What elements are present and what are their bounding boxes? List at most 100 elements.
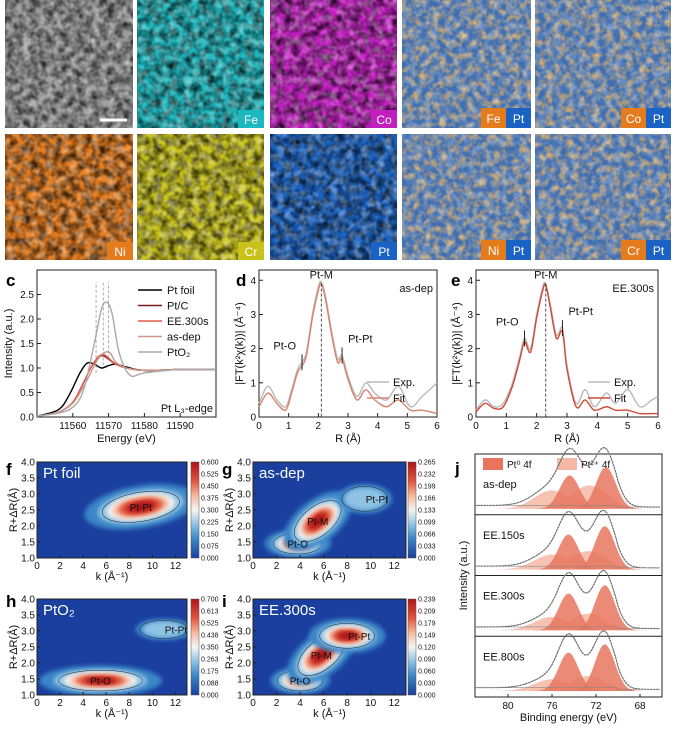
colorbar-label: 0.175 xyxy=(201,669,219,676)
x-tick-label: 0 xyxy=(34,561,40,572)
y-axis-label: |FT(k²χ(k))| (Å⁻⁴) xyxy=(233,302,246,385)
map-cr-highlights xyxy=(137,134,264,260)
map-fe-highlights xyxy=(137,0,264,128)
map-ni: Ni xyxy=(5,134,133,260)
background xyxy=(475,626,660,629)
colorbar-label: 0.099 xyxy=(418,520,436,527)
x-tick-label: 0 xyxy=(34,698,40,709)
colorbar xyxy=(190,598,200,696)
x-tick-label: 12 xyxy=(170,561,182,572)
x-tick-label: 8 xyxy=(344,561,350,572)
x-tick-label: 0 xyxy=(250,698,256,709)
colorbar-label: 0.000 xyxy=(418,693,436,700)
y-tick-label: 0 xyxy=(467,413,473,424)
y-tick-label: 2.5 xyxy=(21,506,35,517)
x-tick-label: 80 xyxy=(502,701,514,712)
x-tick-label: 6 xyxy=(434,421,440,432)
heatmap-area xyxy=(37,462,187,558)
overlay-label-a-box xyxy=(621,240,646,260)
colorbar-label: 0.000 xyxy=(201,693,219,700)
y-tick-label: 2.0 xyxy=(237,522,251,533)
overlay-label-a-box xyxy=(621,108,646,128)
y-axis-label: R+ΔR(Å) xyxy=(223,488,236,532)
x-tick-label: 6 xyxy=(103,561,109,572)
legend-label: Pt⁰ 4f xyxy=(507,460,532,471)
y-axis-label: R+ΔR(Å) xyxy=(7,625,20,669)
x-axis-label: Energy (eV) xyxy=(97,433,156,445)
y-tick-label: 3.5 xyxy=(21,611,35,622)
colorbar-label: 0.450 xyxy=(201,484,219,491)
contour xyxy=(58,669,143,692)
peak-label: Pt-O xyxy=(273,340,296,352)
map-pt-highlights xyxy=(270,134,397,260)
map-pt-label: Pt xyxy=(378,245,390,259)
fit-envelope xyxy=(474,570,660,629)
colorbar-label: 0.075 xyxy=(201,544,219,551)
peak-label: Pt-Pt xyxy=(130,503,152,514)
peak-label: Pt-O xyxy=(496,316,519,328)
legend-swatch xyxy=(483,458,503,470)
y-tick-label: 1 xyxy=(250,378,256,389)
overlay-co-pt: Co Pt xyxy=(535,0,671,128)
legend-label: Exp. xyxy=(614,377,636,389)
colorbar-label: 0.166 xyxy=(418,496,436,503)
overlay-label-a-box xyxy=(481,108,506,128)
x-tick-label: 11590 xyxy=(167,421,195,432)
y-tick-label: 3.5 xyxy=(237,474,251,485)
colorbar-label: 0.000 xyxy=(418,556,436,563)
x-tick-label: 0 xyxy=(250,561,256,572)
x-tick-label: 11560 xyxy=(59,421,87,432)
colorbar-label: 0.350 xyxy=(201,645,219,652)
spectrum-label: as-dep xyxy=(483,479,517,491)
background xyxy=(475,565,660,569)
fit-envelope xyxy=(475,447,660,508)
y-tick-label: 1.5 xyxy=(20,339,34,350)
overlay-label-b: Pt xyxy=(653,112,665,126)
fit-envelope xyxy=(474,630,660,690)
y-tick-label: 2 xyxy=(467,344,473,355)
colorbar-label: 0.232 xyxy=(418,472,436,479)
map-co-label-box xyxy=(371,110,397,128)
intensity-region xyxy=(142,621,186,638)
chart-title: Pt foil xyxy=(43,465,81,482)
y-tick-label: 2.5 xyxy=(21,643,35,654)
y-tick-label: 2.0 xyxy=(237,659,251,670)
chart-title: EE.300s xyxy=(612,283,654,295)
x-tick-label: 2 xyxy=(274,561,280,572)
x-axis-label: k (Å⁻¹) xyxy=(96,707,129,720)
colorbar-label: 0.225 xyxy=(201,520,219,527)
peak-fill xyxy=(475,585,662,631)
edge-annotation: Pt L₃-edge xyxy=(161,403,213,415)
colorbar-label: 0.066 xyxy=(418,532,436,539)
overlay-label-a: Ni xyxy=(488,244,499,258)
overlay-ni-pt: Ni Pt xyxy=(402,134,531,260)
heatmap-area xyxy=(37,599,187,695)
y-tick-label: 4.0 xyxy=(21,458,35,469)
x-tick-label: 5 xyxy=(405,421,411,432)
x-axis-label: k (Å⁻¹) xyxy=(96,570,129,583)
x-tick-label: 8 xyxy=(127,561,133,572)
map-cr-label: Cr xyxy=(245,245,258,259)
y-tick-label: 0.5 xyxy=(20,388,34,399)
spectrum-label: EE.150s xyxy=(483,530,525,542)
y-tick-label: 4.0 xyxy=(237,458,251,469)
chart-title: as-dep xyxy=(399,283,433,295)
colorbar-label: 0.133 xyxy=(418,508,436,515)
legend-label: Pt foil xyxy=(167,285,195,297)
chart-f: Pt-Pt 0 2 4 6 8 10 12 1.0 1.5 2.0 2.5 3.0 3.5 4.0 k (Å⁻… xyxy=(7,458,219,584)
y-tick-label: 3.5 xyxy=(21,474,35,485)
x-tick-label: 10 xyxy=(365,561,377,572)
overlay-label-a: Co xyxy=(626,112,642,126)
chart-j: Pt⁰ 4f Pt²⁺ 4f as-dep EE.150s EE.300s EE.800s… xyxy=(458,446,663,724)
colorbar-label: 0.700 xyxy=(201,597,219,604)
peak-fill xyxy=(475,652,662,691)
chart-d: 0 1 2 3 4 5 6 0 1 2 3 4 R (Å) |FT(k²χ(k))| (Å⁻⁴) as-de… xyxy=(233,269,440,445)
peak-fill xyxy=(475,534,662,570)
overlay-label-a-box xyxy=(481,240,506,260)
y-tick-label: 2.5 xyxy=(20,290,34,301)
x-tick-label: 4 xyxy=(595,421,601,432)
peak-label: Pt-M xyxy=(311,651,332,662)
contour xyxy=(102,490,180,523)
overlay-light xyxy=(402,0,531,128)
